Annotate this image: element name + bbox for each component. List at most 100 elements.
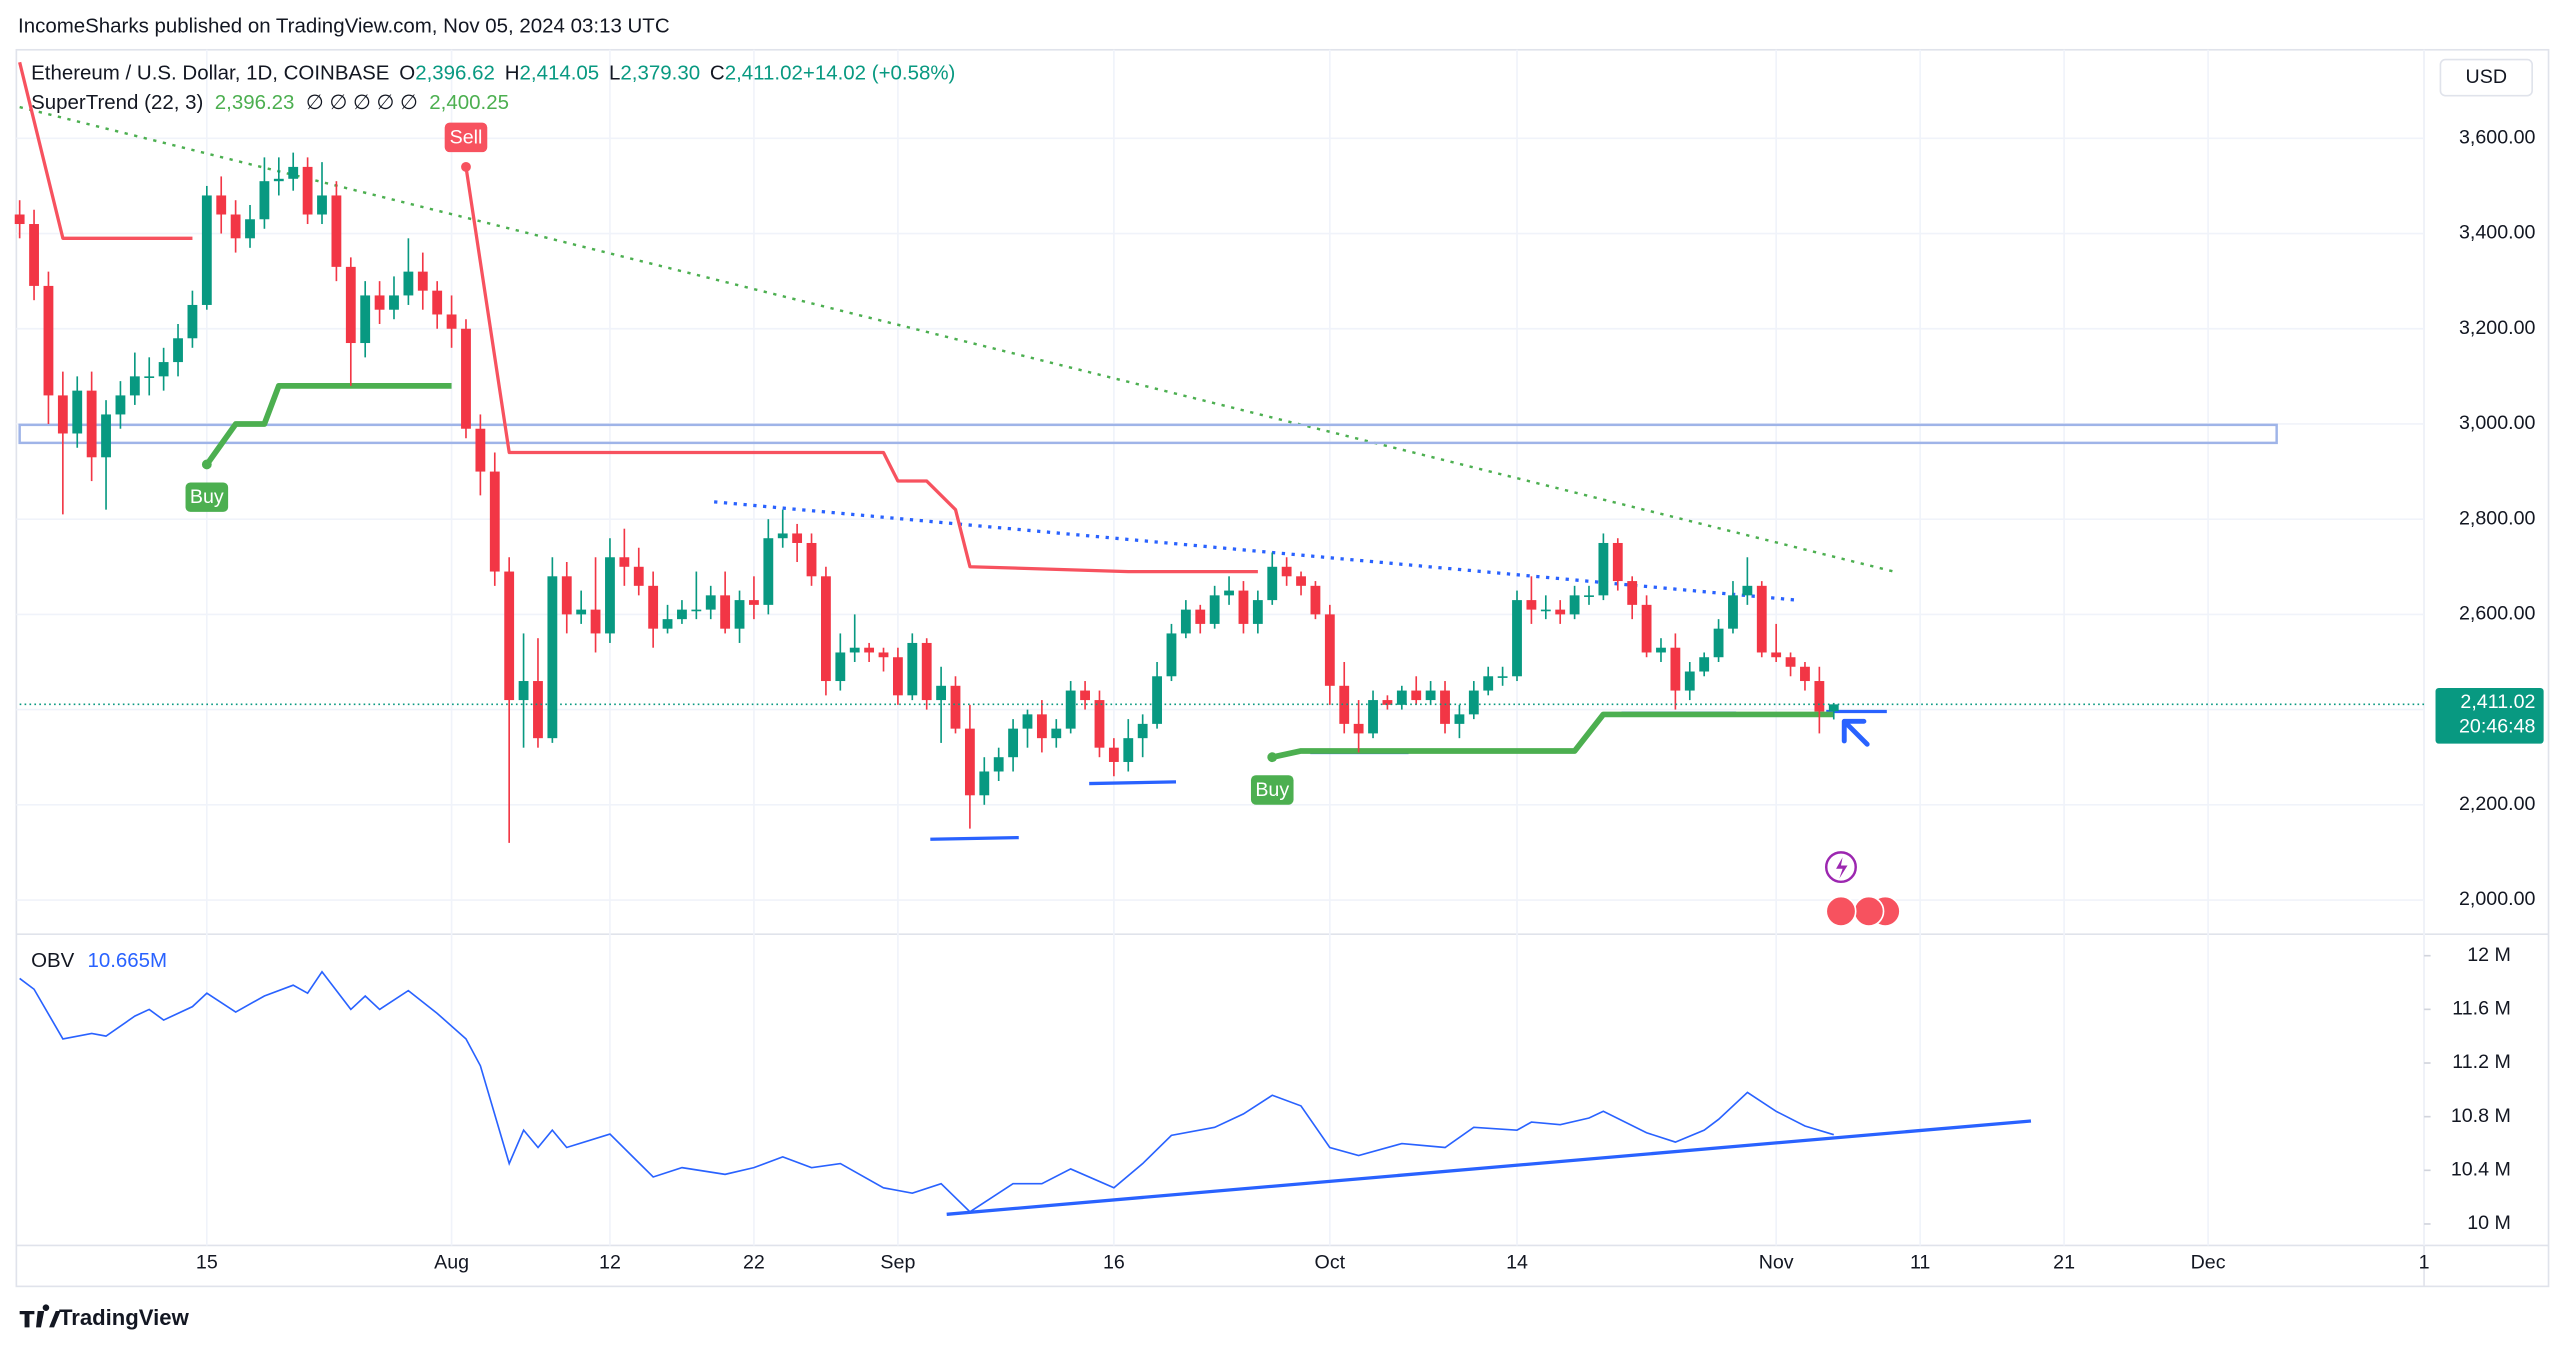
candle-body [720, 595, 731, 629]
candle-body [1713, 628, 1724, 658]
candle-body [417, 271, 428, 291]
y-tick-label: 3,000.00 [2459, 412, 2536, 434]
signal-dot [461, 161, 471, 172]
zone-box [18, 423, 2278, 445]
candle-body [1224, 590, 1234, 596]
candle-body [561, 576, 572, 615]
candle-body [777, 533, 788, 539]
candle-body [1166, 633, 1177, 677]
x-tick-label: Oct [1315, 1252, 1346, 1274]
support-line [930, 835, 1019, 841]
candle-body [389, 295, 399, 310]
candle-body [374, 295, 385, 310]
candle-body [1814, 681, 1825, 712]
candle-body [1353, 723, 1364, 734]
legend-key: L [609, 62, 620, 85]
candle-body [201, 195, 212, 305]
candle-body [1684, 671, 1695, 691]
candle-body [1252, 600, 1263, 624]
candle-body [1396, 690, 1407, 705]
candle-body [1008, 728, 1019, 758]
candle-body [950, 685, 961, 729]
candle-body [1425, 690, 1436, 701]
candle-body [936, 685, 947, 701]
candle-body [1584, 595, 1594, 597]
candle-body [964, 728, 975, 796]
legend-key: C [710, 62, 725, 85]
candle-body [1612, 542, 1623, 582]
candle-body [331, 195, 342, 267]
candle-body [835, 652, 846, 682]
candle-body [1454, 714, 1465, 724]
candle-body [1382, 700, 1393, 705]
candle-body [547, 576, 558, 739]
indicator-value: 2,400.25 [429, 91, 509, 114]
candle-body [1670, 647, 1681, 691]
candle-body [187, 304, 198, 339]
frame [15, 48, 2550, 1288]
candle-body [1785, 657, 1796, 667]
candle-body [590, 609, 601, 634]
candle-body [749, 600, 759, 605]
candle-body [648, 585, 659, 629]
candle-body [662, 619, 673, 629]
y-tick-label: 2,200.00 [2459, 793, 2536, 815]
legend-value: 2,414.05 [520, 62, 600, 85]
x-tick-label: 11 [1910, 1252, 1930, 1274]
currency-button[interactable] [2439, 58, 2533, 97]
candle-body [1022, 714, 1033, 729]
candle-body [1512, 600, 1522, 677]
candle-body [619, 557, 630, 567]
candle-body [403, 271, 414, 296]
candle-body [259, 181, 270, 220]
candle-body [129, 376, 140, 396]
candle-body [489, 471, 500, 572]
y-tick-label: 10.4 M [2451, 1159, 2511, 1181]
candle-body [475, 428, 486, 472]
signal-label: Sell [450, 126, 483, 148]
candle-body [576, 609, 587, 615]
candle-body [849, 647, 860, 653]
candle-body [1627, 581, 1638, 605]
y-tick-label: 3,400.00 [2459, 222, 2536, 244]
supertrend-line [18, 61, 193, 240]
candle-body [158, 362, 169, 377]
candle-body [43, 285, 54, 396]
candle-body [806, 542, 817, 577]
candle-body [1641, 604, 1652, 653]
supertrend-line [204, 383, 452, 467]
candle-body [461, 328, 471, 429]
event-icon [1825, 895, 1857, 927]
supertrend-line [464, 166, 1258, 574]
legend-value: 2,396.62 [415, 62, 495, 85]
candle-body [921, 642, 932, 701]
last-price-label: 2,411.02 [2460, 691, 2535, 713]
candle-body [14, 214, 25, 225]
x-tick-label: Dec [2191, 1252, 2226, 1274]
candle-body [504, 571, 515, 701]
legend-ohlc: Ethereum / U.S. Dollar, 1D, COINBASE O2,3… [31, 62, 955, 85]
candle-body [86, 390, 97, 458]
candle-body [1080, 690, 1090, 701]
candle-body [1036, 714, 1047, 739]
y-tick-label: 10.8 M [2451, 1105, 2511, 1127]
candle-body [101, 414, 111, 458]
indicator-value: ∅ ∅ ∅ ∅ ∅ [306, 91, 418, 114]
candle-body [1195, 609, 1206, 624]
candle-body [1281, 566, 1292, 577]
signal-badge [185, 482, 229, 512]
x-tick-label: 21 [2053, 1252, 2075, 1274]
candle-body [29, 224, 39, 286]
candle-body [115, 395, 126, 415]
candle-body [1339, 685, 1350, 724]
candle-body [1756, 585, 1767, 653]
x-tick-label: 12 [599, 1252, 621, 1274]
candle-body [1555, 609, 1566, 615]
legend-value: 2,411.02 [725, 62, 803, 85]
candle-body [993, 757, 1004, 772]
last-price-badge [2435, 687, 2544, 744]
obv-line [19, 970, 1835, 1213]
